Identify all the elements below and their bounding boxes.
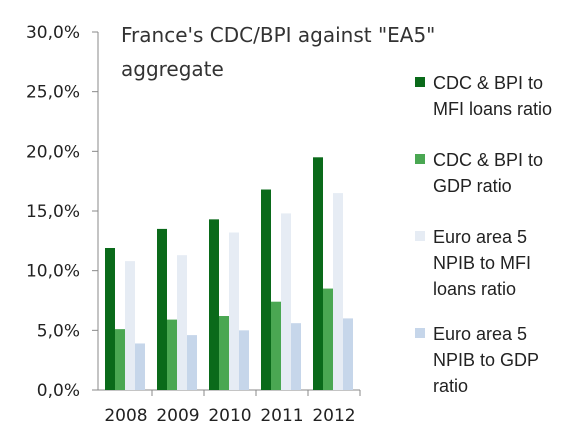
x-axis-tick-labels: 2008 2009 2010 2011 2012: [104, 406, 355, 426]
y-tick-label: 10,0%: [26, 262, 80, 282]
bar-series-3-2011: [281, 213, 291, 390]
legend-swatch: [415, 154, 425, 164]
legend-swatch: [415, 328, 425, 338]
bar-series-2-2008: [115, 329, 125, 390]
bar-series-2-2009: [167, 319, 177, 390]
plot-bars: [105, 157, 353, 390]
legend-label: NPIB to GDP: [433, 350, 539, 370]
y-tick-label: 0,0%: [37, 381, 80, 401]
legend: CDC & BPI to MFI loans ratio CDC & BPI to G…: [415, 73, 552, 396]
bar-series-4-2011: [291, 323, 301, 390]
y-tick-label: 5,0%: [37, 321, 80, 341]
legend-swatch: [415, 77, 425, 87]
legend-label: GDP ratio: [433, 176, 512, 196]
bar-series-4-2010: [239, 330, 249, 390]
bar-series-3-2008: [125, 261, 135, 390]
y-axis-tick-labels: 0,0% 5,0% 10,0% 15,0% 20,0% 25,0% 30,0%: [26, 23, 80, 401]
legend-label: CDC & BPI to: [433, 73, 543, 93]
y-tick-label: 20,0%: [26, 142, 80, 162]
bar-series-1-2012: [313, 157, 323, 390]
legend-label: ratio: [433, 376, 468, 396]
legend-label: Euro area 5: [433, 227, 527, 247]
bar-series-4-2008: [135, 343, 145, 390]
x-tick-label: 2009: [156, 406, 199, 426]
bar-series-3-2012: [333, 193, 343, 390]
chart-title-line: France's CDC/BPI against "EA5": [121, 23, 435, 47]
x-tick-label: 2010: [208, 406, 251, 426]
y-tick-label: 15,0%: [26, 202, 80, 222]
x-tick-label: 2008: [104, 406, 147, 426]
bar-series-1-2011: [261, 189, 271, 390]
bar-series-4-2012: [343, 318, 353, 390]
bar-series-2-2012: [323, 288, 333, 390]
bar-series-3-2010: [229, 232, 239, 390]
legend-label: MFI loans ratio: [433, 99, 552, 119]
y-tick-label: 30,0%: [26, 23, 80, 43]
legend-label: loans ratio: [433, 279, 516, 299]
legend-label: Euro area 5: [433, 324, 527, 344]
legend-label: CDC & BPI to: [433, 150, 543, 170]
chart-title: France's CDC/BPI against "EA5" aggregate: [121, 23, 435, 81]
bar-series-1-2008: [105, 247, 115, 390]
y-tick-label: 25,0%: [26, 83, 80, 103]
x-tick-label: 2011: [260, 406, 303, 426]
bar-series-2-2010: [219, 316, 229, 390]
bar-series-2-2011: [271, 301, 281, 390]
bar-series-1-2010: [209, 219, 219, 390]
legend-label: NPIB to MFI: [433, 253, 531, 273]
bar-series-3-2009: [177, 255, 187, 390]
bar-series-4-2009: [187, 335, 197, 390]
bar-series-1-2009: [157, 228, 167, 390]
legend-swatch: [415, 231, 425, 241]
chart-title-line: aggregate: [121, 57, 224, 81]
x-tick-label: 2012: [312, 406, 355, 426]
